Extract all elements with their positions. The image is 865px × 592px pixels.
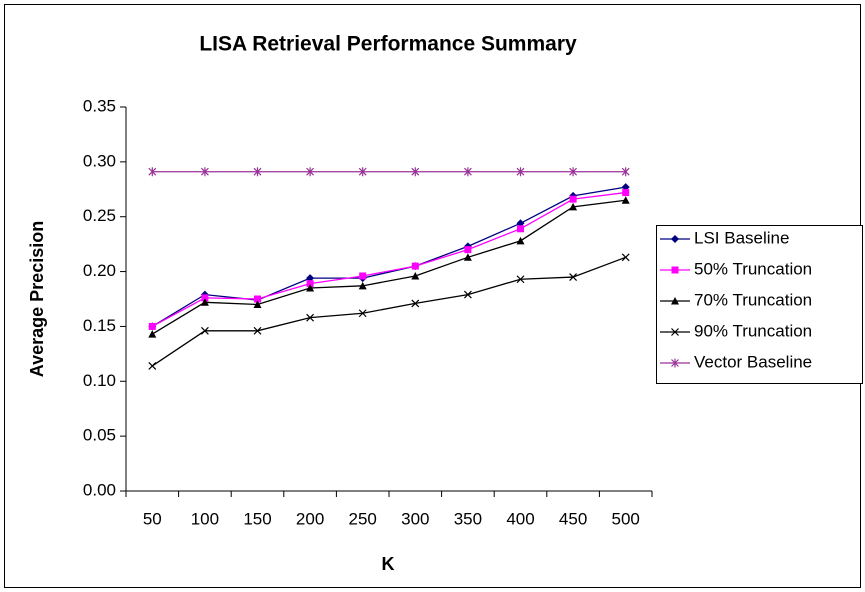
series-line bbox=[151, 199, 626, 335]
data-point bbox=[306, 280, 314, 288]
data-point bbox=[463, 167, 472, 177]
data-point bbox=[621, 196, 630, 204]
y-tick-label: 0.05 bbox=[83, 426, 116, 445]
data-point bbox=[516, 167, 525, 177]
data-point bbox=[516, 275, 525, 284]
data-point bbox=[411, 167, 420, 177]
data-point bbox=[148, 362, 157, 370]
data-point bbox=[358, 281, 367, 290]
x-tick-label: 350 bbox=[454, 509, 482, 528]
legend-label: 50% Truncation bbox=[694, 259, 812, 278]
series-line bbox=[151, 256, 626, 367]
data-point bbox=[411, 262, 419, 270]
legend-label: 90% Truncation bbox=[694, 321, 812, 340]
data-point bbox=[464, 246, 472, 254]
x-tick-label: 250 bbox=[349, 509, 377, 528]
x-tick-label: 100 bbox=[191, 509, 219, 528]
data-point bbox=[306, 313, 315, 322]
y-tick-label: 0.25 bbox=[83, 206, 116, 225]
legend-marker bbox=[671, 235, 679, 243]
data-point bbox=[201, 294, 209, 302]
data-point bbox=[253, 167, 262, 177]
legend-label: 70% Truncation bbox=[694, 290, 812, 309]
data-point bbox=[358, 167, 367, 177]
x-tick-label: 200 bbox=[296, 509, 324, 528]
y-tick-label: 0.10 bbox=[83, 371, 116, 390]
series-line bbox=[151, 191, 626, 328]
data-point bbox=[148, 167, 157, 177]
x-tick-label: 500 bbox=[612, 509, 640, 528]
legend-label: LSI Baseline bbox=[694, 228, 789, 247]
series-line bbox=[151, 186, 626, 327]
data-point bbox=[359, 272, 367, 280]
data-point bbox=[148, 330, 157, 338]
data-point bbox=[569, 195, 577, 203]
data-point bbox=[200, 298, 209, 306]
data-point bbox=[463, 290, 472, 299]
data-point bbox=[200, 167, 209, 177]
x-tick-label: 300 bbox=[401, 509, 429, 528]
x-tick-label: 150 bbox=[243, 509, 271, 528]
x-tick-label: 450 bbox=[559, 509, 587, 528]
legend-marker bbox=[671, 328, 679, 336]
y-tick-label: 0.15 bbox=[83, 316, 116, 335]
data-point bbox=[569, 202, 578, 211]
y-axis-label: Average Precision bbox=[27, 221, 47, 377]
data-point bbox=[148, 322, 156, 330]
data-point bbox=[306, 167, 315, 177]
data-point bbox=[411, 299, 420, 308]
y-tick-label: 0.00 bbox=[83, 480, 116, 499]
y-tick-label: 0.30 bbox=[83, 151, 116, 170]
chart-title: LISA Retrieval Performance Summary bbox=[199, 33, 577, 56]
y-tick-label: 0.35 bbox=[83, 96, 116, 115]
legend-marker bbox=[671, 266, 679, 274]
legend-marker bbox=[671, 358, 679, 368]
data-point bbox=[254, 295, 261, 303]
data-point bbox=[463, 253, 472, 261]
legend-box bbox=[656, 225, 863, 384]
data-point bbox=[569, 273, 578, 281]
data-point bbox=[516, 236, 525, 245]
x-tick-label: 50 bbox=[143, 509, 162, 528]
data-point bbox=[253, 300, 262, 308]
legend-marker bbox=[671, 297, 679, 305]
data-point bbox=[622, 189, 630, 197]
data-point bbox=[200, 326, 209, 335]
data-point bbox=[517, 225, 524, 233]
x-axis-label: K bbox=[382, 554, 395, 574]
data-point bbox=[621, 167, 630, 177]
data-point bbox=[621, 253, 630, 262]
data-point bbox=[306, 284, 315, 292]
data-point bbox=[569, 167, 578, 177]
legend-label: Vector Baseline bbox=[694, 352, 812, 371]
data-point bbox=[358, 309, 367, 318]
y-tick-label: 0.20 bbox=[83, 261, 116, 280]
x-tick-label: 400 bbox=[506, 509, 534, 528]
data-point bbox=[253, 326, 262, 335]
data-point bbox=[411, 271, 420, 280]
